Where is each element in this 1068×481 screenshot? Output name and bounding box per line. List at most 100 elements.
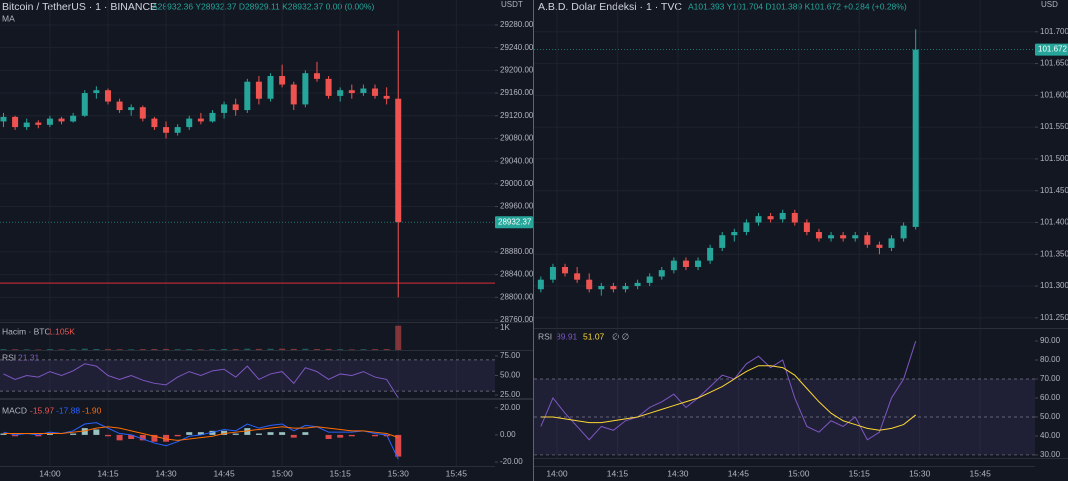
rsi-value: 21.31 xyxy=(18,352,40,362)
candle-body xyxy=(104,90,111,102)
candle-body xyxy=(360,88,367,94)
ma-label: MA xyxy=(2,13,15,23)
volume-title: Hacim · BTC xyxy=(2,326,51,336)
rsi-band xyxy=(534,378,1035,455)
macd-hist-bar xyxy=(290,434,297,438)
rsi-ma-line xyxy=(540,365,917,431)
candle-body xyxy=(348,90,355,94)
volume-bar xyxy=(151,349,158,350)
volume-bar xyxy=(313,349,320,350)
y-tick-label: -20.00 xyxy=(500,457,523,466)
macd-hist-bar xyxy=(221,430,228,435)
candle-body xyxy=(888,238,895,248)
y-tick-label: 28840.00 xyxy=(500,270,534,279)
volume-bar xyxy=(81,348,88,350)
y-tick-label: 75.00 xyxy=(500,351,521,360)
candle-body xyxy=(695,260,702,267)
volume-bar xyxy=(232,349,239,350)
rsi-title: RSI xyxy=(2,352,16,362)
y-tick-label: 101.300 xyxy=(1040,281,1068,290)
volume-bar xyxy=(186,349,193,350)
volume-bar xyxy=(163,348,170,350)
macd-hist-bar xyxy=(104,434,111,437)
volume-bar xyxy=(337,349,344,350)
candle-body xyxy=(864,235,871,245)
candle-body xyxy=(743,222,750,233)
x-tick-label: 14:45 xyxy=(728,468,750,478)
y-tick-label: 28960.00 xyxy=(500,202,534,211)
ohlc-values: A28932.36 Y28932.37 D28929.11 K28932.37 … xyxy=(152,1,374,11)
candle-body xyxy=(828,235,835,239)
candle-body xyxy=(325,78,332,96)
y-tick-label: 29280.00 xyxy=(500,20,534,29)
candle-body xyxy=(719,235,726,248)
last-price-label: 28932.37 xyxy=(498,217,532,226)
symbol-title: Bitcoin / TetherUS · 1 · BINANCE xyxy=(2,1,157,13)
y-tick-label: 29200.00 xyxy=(500,65,534,74)
volume-bar xyxy=(197,349,204,350)
y-tick-label: 29040.00 xyxy=(500,156,534,165)
x-tick-label: 14:45 xyxy=(213,468,235,478)
y-tick-label: 101.700 xyxy=(1040,27,1068,36)
x-tick-label: 15:30 xyxy=(909,468,931,478)
axis-unit: USDT xyxy=(501,0,523,9)
macd-hist-bar xyxy=(302,432,309,435)
candle-body xyxy=(70,115,77,122)
macd-hist-bar xyxy=(348,434,355,437)
candle-body xyxy=(586,279,593,290)
y-tick-label: 29120.00 xyxy=(500,111,534,120)
y-tick-label: 70.00 xyxy=(1040,374,1061,383)
candle-body xyxy=(209,112,216,122)
rsi-value: 89.91 xyxy=(556,331,578,341)
y-tick-label: 101.450 xyxy=(1040,186,1068,195)
x-tick-label: 15:30 xyxy=(388,468,410,478)
candle-body xyxy=(290,84,297,105)
rsi-title: RSI xyxy=(538,331,552,341)
volume-bar xyxy=(116,349,123,350)
candle-body xyxy=(815,232,822,239)
y-tick-label: 101.550 xyxy=(1040,122,1068,131)
volume-bar xyxy=(23,349,30,350)
macd-hist-bar xyxy=(209,430,216,435)
candle-body xyxy=(139,107,146,119)
x-tick-label: 15:00 xyxy=(788,468,810,478)
x-tick-label: 14:00 xyxy=(39,468,61,478)
y-tick-label: 1K xyxy=(500,323,510,332)
volume-bar xyxy=(174,349,181,350)
volume-bar xyxy=(267,348,274,350)
candle-body xyxy=(372,88,379,96)
macd-hist-value: -15.97 xyxy=(30,405,54,415)
volume-bar xyxy=(46,349,53,350)
volume-bar xyxy=(255,348,262,350)
y-tick-label: 29000.00 xyxy=(500,179,534,188)
y-tick-label: 101.650 xyxy=(1040,59,1068,68)
macd-hist-bar xyxy=(70,433,77,435)
volume-bar xyxy=(35,349,42,350)
candle-body xyxy=(279,76,286,85)
candle-body xyxy=(395,98,402,223)
x-tick-label: 14:00 xyxy=(546,468,568,478)
candle-body xyxy=(598,286,605,290)
volume-bar xyxy=(139,349,146,350)
candle-body xyxy=(116,101,123,111)
volume-bar xyxy=(348,349,355,350)
x-tick-label: 14:30 xyxy=(667,468,689,478)
candle-body xyxy=(731,232,738,236)
x-tick-label: 14:30 xyxy=(155,468,177,478)
volume-bar xyxy=(290,348,297,350)
macd-line xyxy=(3,422,399,460)
macd-hist-bar xyxy=(0,433,7,435)
x-tick-label: 15:15 xyxy=(849,468,871,478)
candle-body xyxy=(610,286,617,290)
candle-body xyxy=(255,81,262,99)
candle-body xyxy=(267,76,274,99)
macd-title: MACD xyxy=(2,405,27,415)
candle-body xyxy=(900,225,907,239)
y-tick-label: 101.350 xyxy=(1040,249,1068,258)
volume-bar xyxy=(104,349,111,350)
y-tick-label: 29240.00 xyxy=(500,43,534,52)
macd-hist-bar xyxy=(186,432,193,435)
signal-value: -1.90 xyxy=(82,405,102,415)
axis-unit: USD xyxy=(1041,0,1058,9)
macd-hist-bar xyxy=(35,434,42,437)
